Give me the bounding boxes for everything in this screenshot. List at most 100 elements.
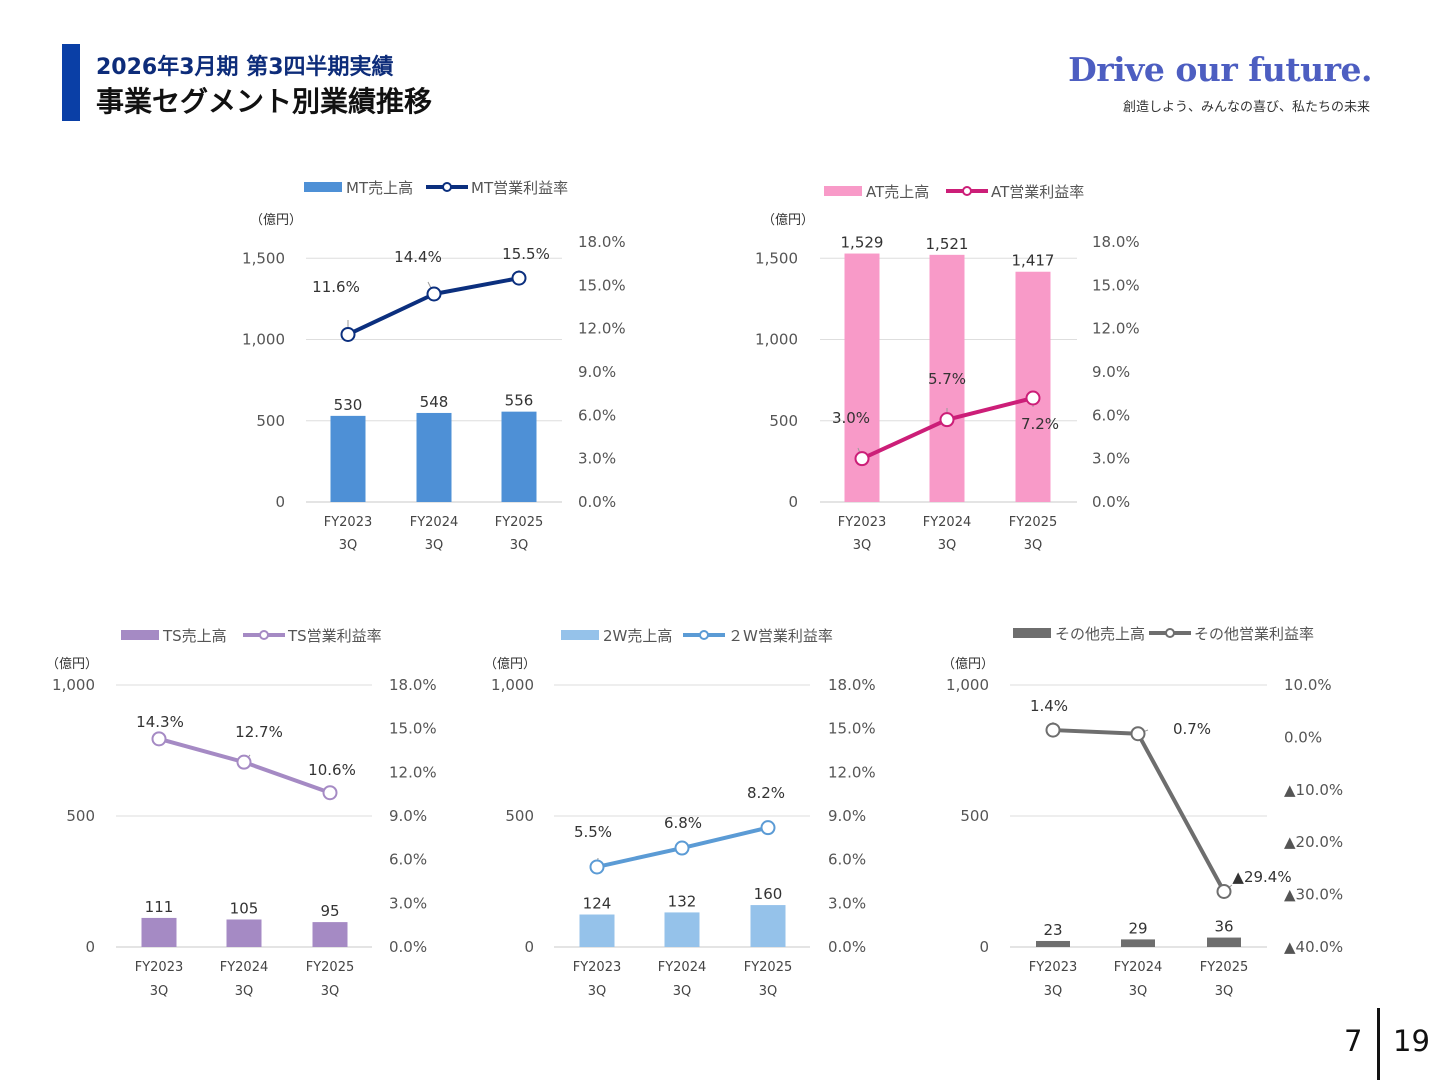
y2-tick-label: ▲10.0%	[1284, 781, 1343, 799]
bar	[579, 914, 615, 947]
legend-bar-swatch	[824, 186, 862, 196]
y2-tick-label: 3.0%	[389, 894, 427, 912]
legend-line-marker	[962, 186, 972, 196]
line-point	[854, 451, 870, 467]
bar	[416, 412, 452, 502]
line-value-label: 10.6%	[308, 761, 356, 779]
bar	[1036, 940, 1070, 947]
line-point	[511, 270, 527, 286]
line-value-label: 8.2%	[747, 784, 785, 802]
line-value-label: 11.6%	[312, 278, 360, 296]
x-tick-label: FY2024	[658, 960, 707, 975]
line-value-label: 14.4%	[394, 248, 442, 266]
y-tick-label: 500	[960, 807, 989, 825]
y-tick-label: 500	[256, 412, 285, 430]
legend-line-label: その他営業利益率	[1194, 625, 1314, 643]
legend-line-label: AT営業利益率	[991, 183, 1084, 201]
y-tick-label: 1,000	[755, 331, 798, 349]
line-point	[1216, 883, 1232, 899]
bar-value-label: 132	[668, 892, 697, 910]
y2-tick-label: 3.0%	[1092, 450, 1130, 468]
y2-tick-label: 10.0%	[1284, 676, 1332, 694]
x-tick-label: FY2024	[1114, 960, 1163, 975]
bar	[1207, 937, 1241, 947]
y-tick-label: 1,500	[755, 249, 798, 267]
x-tick-sublabel: 3Q	[759, 984, 778, 999]
line-value-label: 3.0%	[832, 409, 870, 427]
x-tick-label: FY2025	[306, 960, 355, 975]
x-tick-label: FY2023	[573, 960, 622, 975]
y2-tick-label: 3.0%	[578, 450, 616, 468]
y2-tick-label: 0.0%	[1284, 728, 1322, 746]
x-tick-label: FY2024	[410, 515, 459, 530]
bar	[1015, 271, 1051, 502]
x-tick-sublabel: 3Q	[938, 538, 957, 553]
x-tick-sublabel: 3Q	[235, 984, 254, 999]
y2-tick-label: 6.0%	[389, 851, 427, 869]
legend-bar-swatch	[1013, 628, 1051, 638]
line-value-label: 5.5%	[574, 823, 612, 841]
page-subtitle: 2026年3月期 第3四半期実績	[96, 55, 394, 80]
y-tick-label: 0	[85, 938, 95, 956]
bar-value-label: 36	[1214, 918, 1233, 936]
line-point	[340, 326, 356, 342]
x-tick-sublabel: 3Q	[150, 984, 169, 999]
line-point	[151, 731, 167, 747]
bar-value-label: 1,521	[926, 235, 969, 253]
x-tick-sublabel: 3Q	[1215, 984, 1234, 999]
bar-value-label: 1,417	[1012, 252, 1055, 270]
legend-bar-swatch	[304, 182, 342, 192]
y2-tick-label: 0.0%	[578, 493, 616, 511]
x-tick-label: FY2023	[1029, 960, 1078, 975]
y2-tick-label: 12.0%	[578, 320, 626, 338]
unit-label: （億円）	[942, 656, 994, 672]
legend-bar-swatch	[121, 630, 159, 640]
x-tick-label: FY2025	[495, 515, 544, 530]
y-tick-label: 1,000	[52, 676, 95, 694]
y2-tick-label: 18.0%	[1092, 233, 1140, 251]
bar	[141, 917, 177, 947]
y2-tick-label: 6.0%	[1092, 406, 1130, 424]
bar	[1121, 939, 1155, 947]
line-value-label: 15.5%	[502, 245, 550, 263]
chart-ts: 0 500 1,000 0.0% 3.0% 6.0% 9.0% 12.0% 15.0% 18.0%…	[46, 627, 437, 999]
y2-tick-label: ▲40.0%	[1284, 938, 1343, 956]
line-point	[674, 840, 690, 856]
y2-tick-label: 18.0%	[828, 676, 876, 694]
x-tick-sublabel: 3Q	[321, 984, 340, 999]
bar-value-label: 1,529	[841, 234, 884, 252]
bar-value-label: 95	[320, 902, 339, 920]
page-title: 事業セグメント別業績推移	[96, 85, 433, 118]
bar-value-label: 105	[230, 899, 259, 917]
x-tick-label: FY2025	[744, 960, 793, 975]
legend-line-marker	[699, 630, 709, 640]
line-point	[589, 859, 605, 875]
line-point	[426, 286, 442, 302]
y2-tick-label: 3.0%	[828, 894, 866, 912]
bar	[226, 919, 262, 947]
y2-tick-label: 15.0%	[1092, 276, 1140, 294]
line-point	[939, 412, 955, 428]
y-tick-label: 1,000	[491, 676, 534, 694]
y2-tick-label: 18.0%	[389, 676, 437, 694]
y2-tick-label: 9.0%	[578, 363, 616, 381]
y2-tick-label: ▲30.0%	[1284, 886, 1343, 904]
unit-label: （億円）	[762, 212, 814, 228]
title-accent-bar	[62, 44, 80, 121]
line-point	[236, 754, 252, 770]
y2-tick-label: 12.0%	[828, 763, 876, 781]
x-tick-label: FY2025	[1009, 515, 1058, 530]
bar	[312, 922, 348, 947]
brand-slogan: Drive our future.	[1068, 50, 1372, 89]
chart-at: 0 500 1,000 1,500 0.0% 3.0% 6.0% 9.0% 12.0% 15.0%…	[755, 183, 1140, 553]
y-tick-label: 0	[524, 938, 534, 956]
y2-tick-label: 6.0%	[828, 851, 866, 869]
bar	[750, 905, 786, 947]
line-point	[1045, 722, 1061, 738]
bar	[929, 254, 965, 502]
y2-tick-label: 18.0%	[578, 233, 626, 251]
unit-label: （億円）	[46, 656, 98, 672]
page-number: 7	[1344, 1024, 1363, 1058]
brand-tagline: 創造しよう、みんなの喜び、私たちの未来	[1122, 100, 1370, 115]
y2-tick-label: 0.0%	[1092, 493, 1130, 511]
